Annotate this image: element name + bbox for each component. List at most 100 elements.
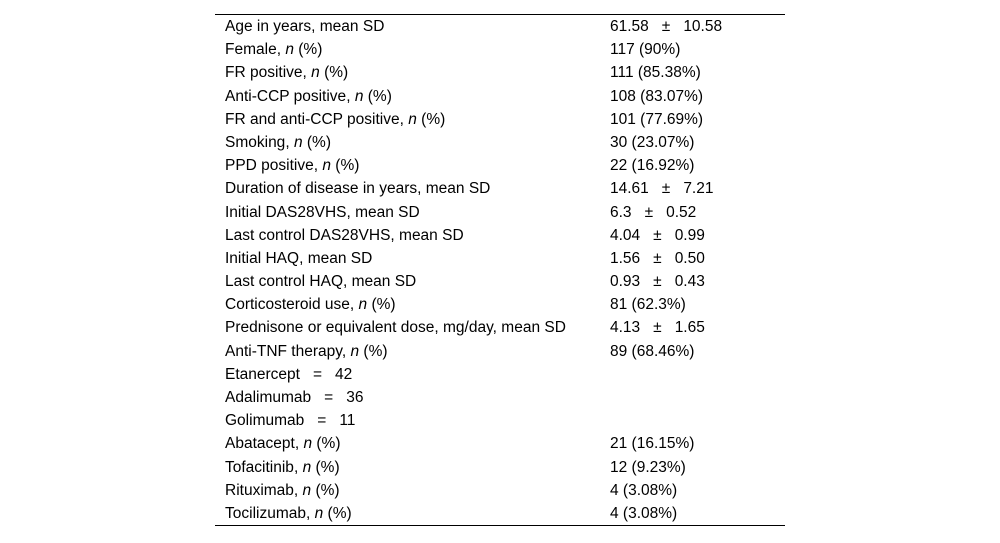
value-text: 111 (85.38%): [610, 64, 701, 82]
row-label: Smoking, n (%): [215, 131, 610, 154]
value-text: 108 (83.07%): [610, 87, 704, 105]
italic-n: n: [302, 458, 312, 476]
row-label-text: Abatacept: [225, 435, 295, 453]
row-label-text: Etanercept: [225, 365, 300, 383]
equals-sign: =: [324, 389, 334, 406]
row-value: 22 (16.92%): [610, 154, 785, 177]
plus-minus-sign: ±: [661, 180, 671, 198]
value-text: 21 (16.15%): [610, 435, 695, 453]
italic-n: n: [311, 64, 320, 82]
mean-value: 4.04: [610, 226, 641, 244]
table-row: PPD positive, n (%) 22 (16.92%): [215, 154, 785, 177]
n-pct-suffix: , n (%): [349, 296, 396, 314]
n-pct-suffix: , n (%): [302, 64, 349, 82]
italic-n: n: [350, 342, 360, 360]
row-label-text: FR positive: [225, 64, 303, 82]
row-value: 4 (3.08%): [610, 502, 785, 525]
value-text: 30 (23.07%): [610, 133, 695, 151]
row-value: 30 (23.07%): [610, 131, 785, 154]
italic-n: n: [358, 296, 368, 314]
equals-sign: =: [312, 365, 323, 383]
row-label: Anti-TNF therapy, n (%): [215, 340, 610, 363]
plus-minus-sign: ±: [644, 203, 654, 221]
mean-value: 1.56: [610, 249, 641, 267]
table-row: Corticosteroid use, n (%) 81 (62.3%): [215, 293, 785, 316]
n-pct-suffix: , n (%): [346, 87, 392, 105]
row-label-text: PPD positive: [225, 157, 314, 175]
table-row: Initial HAQ, mean SD 1.56 ±0.50: [215, 247, 785, 270]
row-value: 81 (62.3%): [610, 293, 785, 316]
mean-value: 6.3: [610, 203, 632, 221]
row-label-text: Last control HAQ, mean SD: [225, 273, 417, 291]
sd-value: 0.43: [674, 273, 705, 291]
row-label-text: Prednisone or equivalent dose, mg/day, m…: [225, 319, 566, 337]
drug-count: 42: [335, 365, 353, 383]
row-label: Duration of disease in years, mean SD: [215, 177, 610, 200]
n-pct-suffix: , n (%): [294, 435, 341, 453]
row-label: Corticosteroid use, n (%): [215, 293, 610, 316]
plus-minus-sign: ±: [653, 226, 662, 244]
table-row: Prednisone or equivalent dose, mg/day, m…: [215, 316, 785, 339]
row-value: 117 (90%): [610, 38, 785, 61]
mean-value: 4.13: [610, 319, 641, 337]
italic-n: n: [314, 504, 324, 522]
row-value: 21 (16.15%): [610, 432, 785, 455]
n-pct-suffix: , n (%): [285, 133, 331, 151]
value-text: 89 (68.46%): [610, 342, 695, 360]
table-row: Abatacept, n (%) 21 (16.15%): [215, 432, 785, 455]
table-row: Last control HAQ, mean SD 0.93 ±0.43: [215, 270, 785, 293]
mean-value: 0.93: [610, 273, 641, 291]
patient-characteristics-table: Age in years, mean SD 61.58 ±10.58 Female…: [215, 14, 785, 527]
value-text: 81 (62.3%): [610, 296, 686, 314]
plus-minus-sign: ±: [653, 319, 662, 337]
row-value: 4.04 ±0.99: [610, 224, 785, 247]
row-label: FR positive, n (%): [215, 61, 610, 84]
equals-sign: =: [317, 412, 327, 430]
row-label: Last control DAS28VHS, mean SD: [215, 224, 610, 247]
row-label-text: Anti-CCP positive: [225, 87, 347, 105]
row-value: 101 (77.69%): [610, 108, 785, 131]
mean-value: 61.58: [610, 18, 649, 35]
row-value: 14.61 ±7.21: [610, 177, 785, 200]
sd-value: 0.52: [666, 203, 697, 221]
row-label-text: Tofacitinib: [225, 458, 294, 476]
row-label-text: Tocilizumab: [225, 504, 306, 522]
table-row: Duration of disease in years, mean SD 14…: [215, 177, 785, 200]
value-text: 12 (9.23%): [610, 458, 686, 476]
italic-n: n: [354, 87, 364, 105]
row-value: 108 (83.07%): [610, 85, 785, 108]
row-value: 6.3 ±0.52: [610, 201, 785, 224]
table-row: Last control DAS28VHS, mean SD 4.04 ±0.99: [215, 224, 785, 247]
table-row: Female, n (%) 117 (90%): [215, 38, 785, 61]
value-text: 117 (90%): [610, 41, 681, 59]
italic-n: n: [293, 133, 303, 151]
n-pct-suffix: , n (%): [305, 504, 352, 522]
value-text: 4 (3.08%): [610, 504, 678, 522]
plus-minus-sign: ±: [653, 273, 662, 291]
plus-minus-sign: ±: [661, 18, 671, 35]
row-value: 4 (3.08%): [610, 479, 785, 502]
row-label: Tofacitinib, n (%): [215, 456, 610, 479]
row-value: 4.13 ±1.65: [610, 316, 785, 339]
row-label-text: Initial DAS28VHS, mean SD: [225, 203, 420, 221]
italic-n: n: [408, 110, 417, 128]
row-label: PPD positive, n (%): [215, 154, 610, 177]
sd-value: 0.99: [674, 226, 705, 244]
n-pct-suffix: , n (%): [313, 157, 360, 175]
italic-n: n: [285, 41, 294, 59]
table-row: Tocilizumab, n (%) 4 (3.08%): [215, 502, 785, 525]
italic-n: n: [302, 481, 312, 499]
row-label-text: Initial HAQ, mean SD: [225, 249, 373, 267]
sd-value: 7.21: [683, 180, 714, 198]
table-row: FR and anti-CCP positive, n (%) 101 (77.…: [215, 108, 785, 131]
drug-count: 36: [346, 389, 364, 406]
n-pct-suffix: , n (%): [399, 110, 446, 128]
row-label-text: Female: [225, 41, 277, 59]
row-label-text: Smoking: [225, 133, 286, 151]
row-label: Age in years, mean SD: [215, 15, 610, 38]
row-label-text: Anti-TNF therapy: [225, 342, 342, 360]
row-label-text: Age in years, mean SD: [225, 18, 385, 35]
row-value: 89 (68.46%): [610, 340, 785, 363]
row-label-text: Corticosteroid use: [225, 296, 350, 314]
row-value: 61.58 ±10.58: [610, 15, 785, 38]
